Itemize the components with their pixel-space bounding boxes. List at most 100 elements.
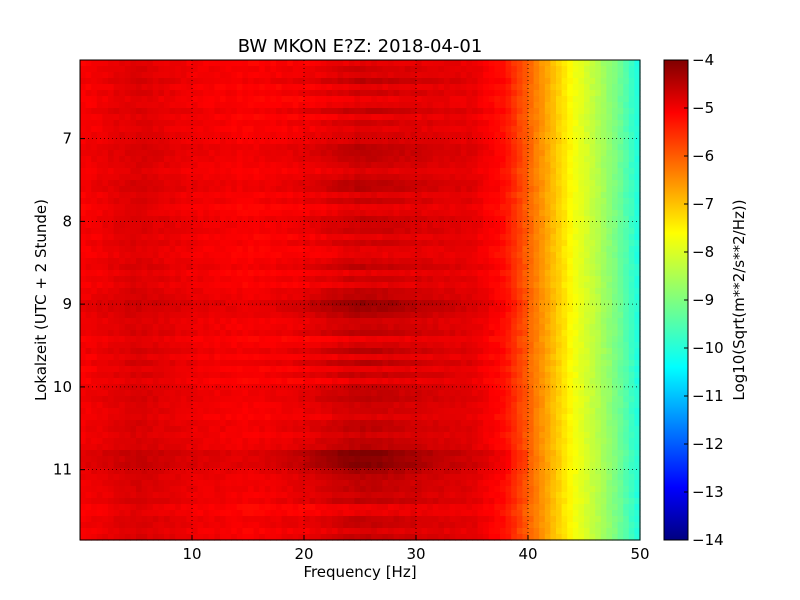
heatmap-cell — [113, 162, 120, 169]
heatmap-cell — [427, 252, 434, 259]
heatmap-cell — [427, 222, 434, 229]
heatmap-cell — [494, 180, 501, 187]
heatmap-cell — [595, 222, 602, 229]
heatmap-cell — [85, 288, 92, 295]
heatmap-cell — [96, 264, 103, 271]
heatmap-cell — [438, 60, 445, 67]
heatmap-cell — [348, 348, 355, 355]
heatmap-cell — [416, 318, 423, 325]
heatmap-cell — [404, 186, 411, 193]
heatmap-cell — [208, 156, 215, 163]
heatmap-cell — [326, 198, 333, 205]
heatmap-cell — [589, 240, 596, 247]
heatmap-cell — [388, 162, 395, 169]
heatmap-cell — [483, 198, 490, 205]
heatmap-cell — [96, 330, 103, 337]
heatmap-cell — [628, 192, 635, 199]
heatmap-cell — [231, 192, 238, 199]
heatmap-cell — [533, 336, 540, 343]
heatmap-cell — [623, 162, 630, 169]
heatmap-cell — [578, 276, 585, 283]
heatmap-cell — [634, 186, 641, 193]
heatmap-cell — [186, 354, 193, 361]
heatmap-cell — [382, 186, 389, 193]
heatmap-cell — [225, 168, 232, 175]
heatmap-cell — [292, 318, 299, 325]
heatmap-cell — [141, 186, 148, 193]
heatmap-cell — [348, 300, 355, 307]
heatmap-cell — [382, 84, 389, 91]
heatmap-cell — [298, 66, 305, 73]
heatmap-cell — [404, 288, 411, 295]
heatmap-cell — [572, 252, 579, 259]
heatmap-cell — [505, 306, 512, 313]
heatmap-cell — [214, 60, 221, 67]
heatmap-cell — [500, 270, 507, 277]
heatmap-cell — [421, 216, 428, 223]
heatmap-cell — [208, 66, 215, 73]
heatmap-cell — [248, 96, 255, 103]
heatmap-cell — [270, 132, 277, 139]
heatmap-cell — [544, 276, 551, 283]
heatmap-cell — [477, 246, 484, 253]
heatmap-cell — [220, 144, 227, 151]
heatmap-cell — [505, 288, 512, 295]
heatmap-cell — [197, 258, 204, 265]
heatmap-cell — [578, 120, 585, 127]
heatmap-cell — [561, 294, 568, 301]
heatmap-cell — [164, 300, 171, 307]
heatmap-cell — [298, 198, 305, 205]
heatmap-cell — [528, 132, 535, 139]
heatmap-cell — [231, 300, 238, 307]
heatmap-cell — [494, 216, 501, 223]
heatmap-cell — [203, 150, 210, 157]
heatmap-cell — [332, 72, 339, 79]
heatmap-cell — [130, 174, 137, 181]
heatmap-cell — [259, 180, 266, 187]
heatmap-cell — [544, 150, 551, 157]
heatmap-cell — [124, 276, 131, 283]
heatmap-cell — [186, 210, 193, 217]
heatmap-cell — [466, 132, 473, 139]
heatmap-cell — [589, 132, 596, 139]
heatmap-cell — [511, 330, 518, 337]
heatmap-cell — [304, 330, 311, 337]
heatmap-cell — [337, 342, 344, 349]
heatmap-cell — [376, 240, 383, 247]
heatmap-cell — [152, 162, 159, 169]
heatmap-cell — [432, 252, 439, 259]
heatmap-cell — [141, 60, 148, 67]
heatmap-cell — [147, 198, 154, 205]
heatmap-cell — [399, 168, 406, 175]
heatmap-cell — [388, 270, 395, 277]
heatmap-cell — [533, 216, 540, 223]
heatmap-cell — [147, 204, 154, 211]
heatmap-cell — [416, 324, 423, 331]
heatmap-cell — [158, 282, 165, 289]
heatmap-cell — [595, 258, 602, 265]
heatmap-cell — [595, 186, 602, 193]
heatmap-cell — [399, 156, 406, 163]
heatmap-cell — [281, 66, 288, 73]
heatmap-cell — [309, 108, 316, 115]
heatmap-cell — [360, 234, 367, 241]
heatmap-cell — [141, 300, 148, 307]
heatmap-cell — [309, 60, 316, 67]
heatmap-cell — [164, 138, 171, 145]
heatmap-cell — [80, 108, 87, 115]
heatmap-cell — [180, 150, 187, 157]
heatmap-cell — [511, 270, 518, 277]
heatmap-cell — [416, 150, 423, 157]
heatmap-cell — [567, 288, 574, 295]
heatmap-cell — [124, 180, 131, 187]
heatmap-cell — [96, 348, 103, 355]
heatmap-cell — [567, 252, 574, 259]
heatmap-cell — [460, 270, 467, 277]
heatmap-cell — [427, 240, 434, 247]
heatmap-cell — [600, 216, 607, 223]
heatmap-cell — [399, 282, 406, 289]
heatmap-cell — [292, 108, 299, 115]
heatmap-cell — [164, 342, 171, 349]
heatmap-cell — [533, 60, 540, 67]
heatmap-cell — [130, 102, 137, 109]
